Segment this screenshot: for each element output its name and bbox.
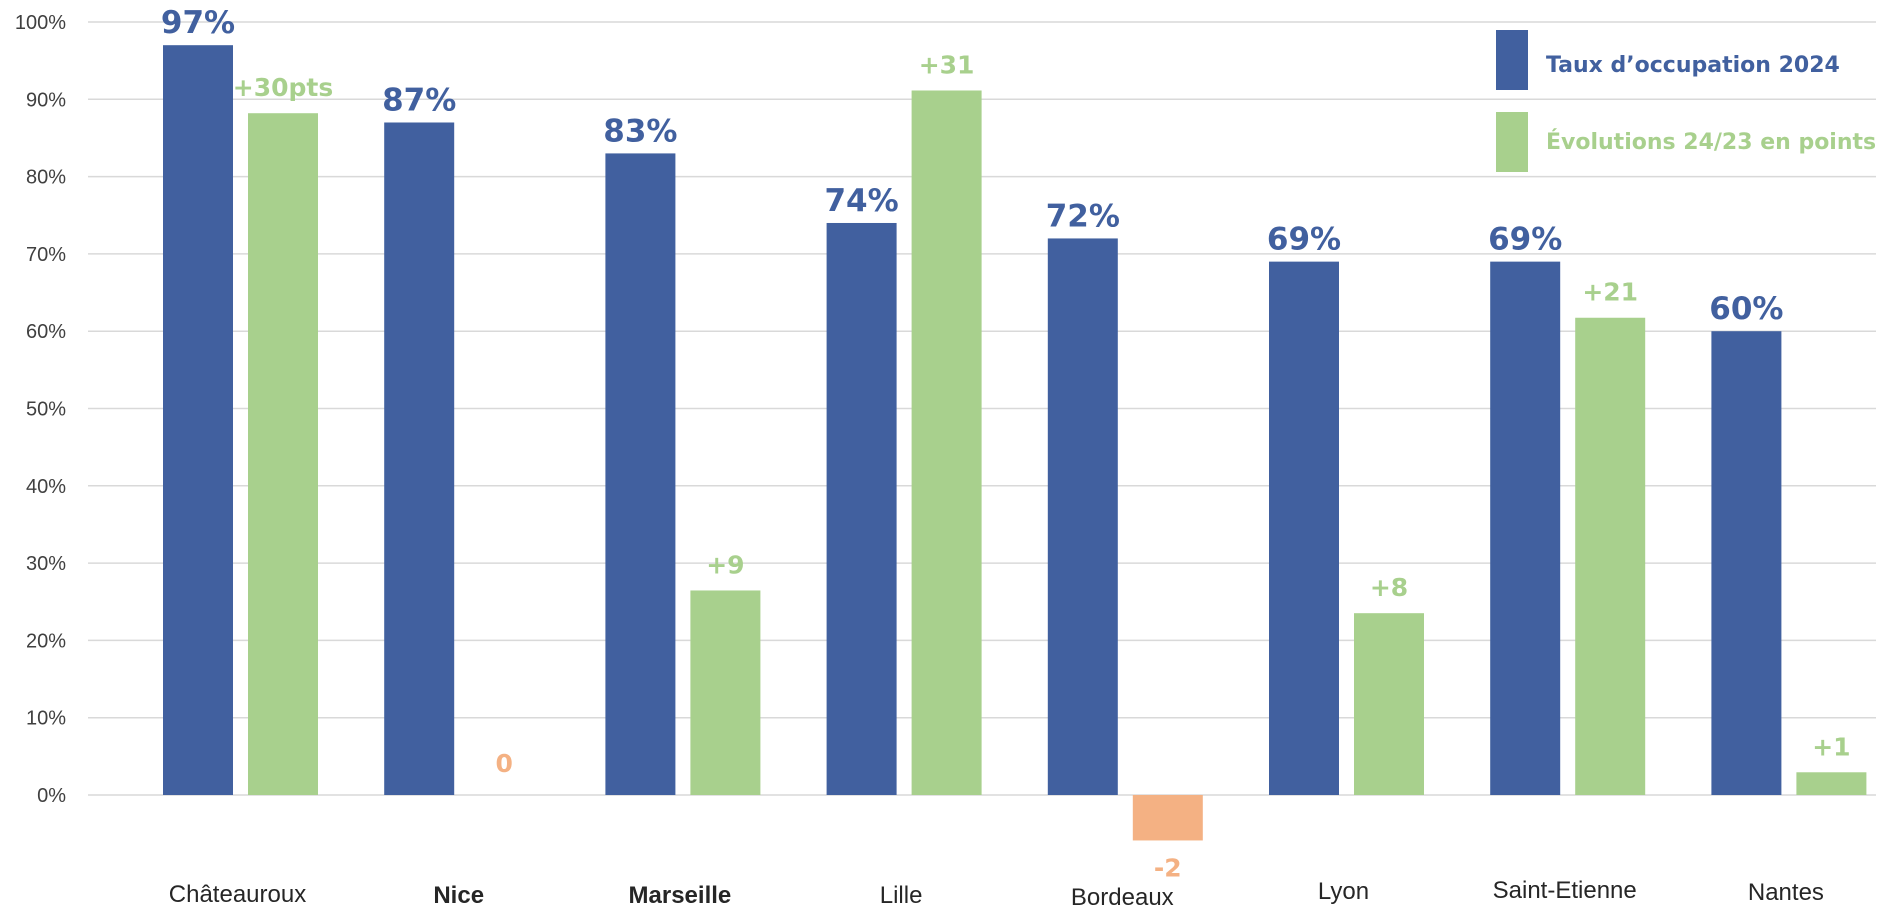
label-occupation: 60% [1709, 291, 1783, 327]
y-tick-label: 50% [26, 399, 66, 421]
bar-evolution-nantes [1796, 772, 1867, 795]
bar-occupation-nice [384, 122, 455, 796]
bar-evolution-saint-etienne [1575, 317, 1646, 795]
category-label-saint-etienne: Saint-Etienne [1493, 877, 1637, 904]
y-tick-label: 100% [15, 12, 66, 34]
category-label-châteauroux: Châteauroux [169, 881, 306, 908]
data-labels: 97% +30pts 87% 0 83% +9 74% +31 72% -2 69% +8 69% +21… [161, 5, 1851, 882]
bar-evolution-lyon [1354, 613, 1424, 795]
x-axis: Châteauroux Nice Marseille Lille Bordeaux Lyo… [169, 877, 1824, 911]
bar-occupation-lille [826, 222, 897, 796]
category-label-bordeaux: Bordeaux [1071, 884, 1174, 911]
y-tick-label: 10% [26, 708, 66, 730]
bars [163, 45, 1867, 841]
bar-evolution-bordeaux [1132, 795, 1203, 841]
label-evolution: +31 [919, 50, 975, 79]
legend: Taux d’occupation 2024 Évolutions 24/23 e… [1496, 30, 1876, 172]
y-tick-label: 90% [26, 89, 66, 111]
label-evolution: -2 [1154, 853, 1182, 882]
label-occupation: 72% [1046, 198, 1120, 234]
y-tick-label: 60% [26, 321, 66, 343]
y-tick-label: 80% [26, 167, 66, 189]
label-evolution: +9 [706, 550, 744, 579]
y-tick-label: 70% [26, 244, 66, 266]
label-evolution: +30pts [233, 73, 333, 102]
y-tick-label: 40% [26, 476, 66, 498]
bar-occupation-bordeaux [1047, 238, 1118, 795]
bar-evolution-lille [911, 90, 982, 796]
bar-evolution-châteauroux [248, 113, 318, 796]
legend-swatch [1496, 112, 1528, 172]
category-label-nice: Nice [433, 882, 484, 909]
category-label-nantes: Nantes [1748, 879, 1824, 906]
label-occupation: 69% [1488, 222, 1562, 258]
label-occupation: 83% [603, 113, 677, 149]
bar-evolution-marseille [690, 590, 761, 795]
bar-occupation-nantes [1711, 331, 1782, 795]
legend-swatch [1496, 30, 1528, 90]
label-occupation: 69% [1267, 222, 1341, 258]
label-evolution: +1 [1812, 732, 1850, 761]
label-occupation: 87% [382, 82, 456, 118]
label-occupation: 97% [161, 5, 235, 41]
label-evolution: +8 [1370, 573, 1408, 602]
y-tick-label: 0% [37, 785, 66, 807]
bar-occupation-lyon [1269, 261, 1339, 795]
y-axis: 0% 10% 20% 30% 40% 50% 60% 70% 80% 90% 100% [15, 12, 66, 807]
y-tick-label: 30% [26, 553, 66, 575]
legend-label: Évolutions 24/23 en points [1546, 129, 1876, 155]
category-label-lyon: Lyon [1318, 878, 1369, 905]
category-label-marseille: Marseille [629, 882, 732, 909]
label-occupation: 74% [824, 183, 898, 219]
label-evolution: +21 [1582, 278, 1638, 307]
label-evolution: 0 [495, 749, 512, 778]
y-tick-label: 20% [26, 630, 66, 652]
bar-occupation-châteauroux [163, 45, 233, 795]
bar-occupation-marseille [605, 153, 676, 795]
bar-occupation-saint-etienne [1490, 261, 1561, 795]
category-label-lille: Lille [880, 882, 923, 909]
legend-label: Taux d’occupation 2024 [1546, 53, 1840, 78]
